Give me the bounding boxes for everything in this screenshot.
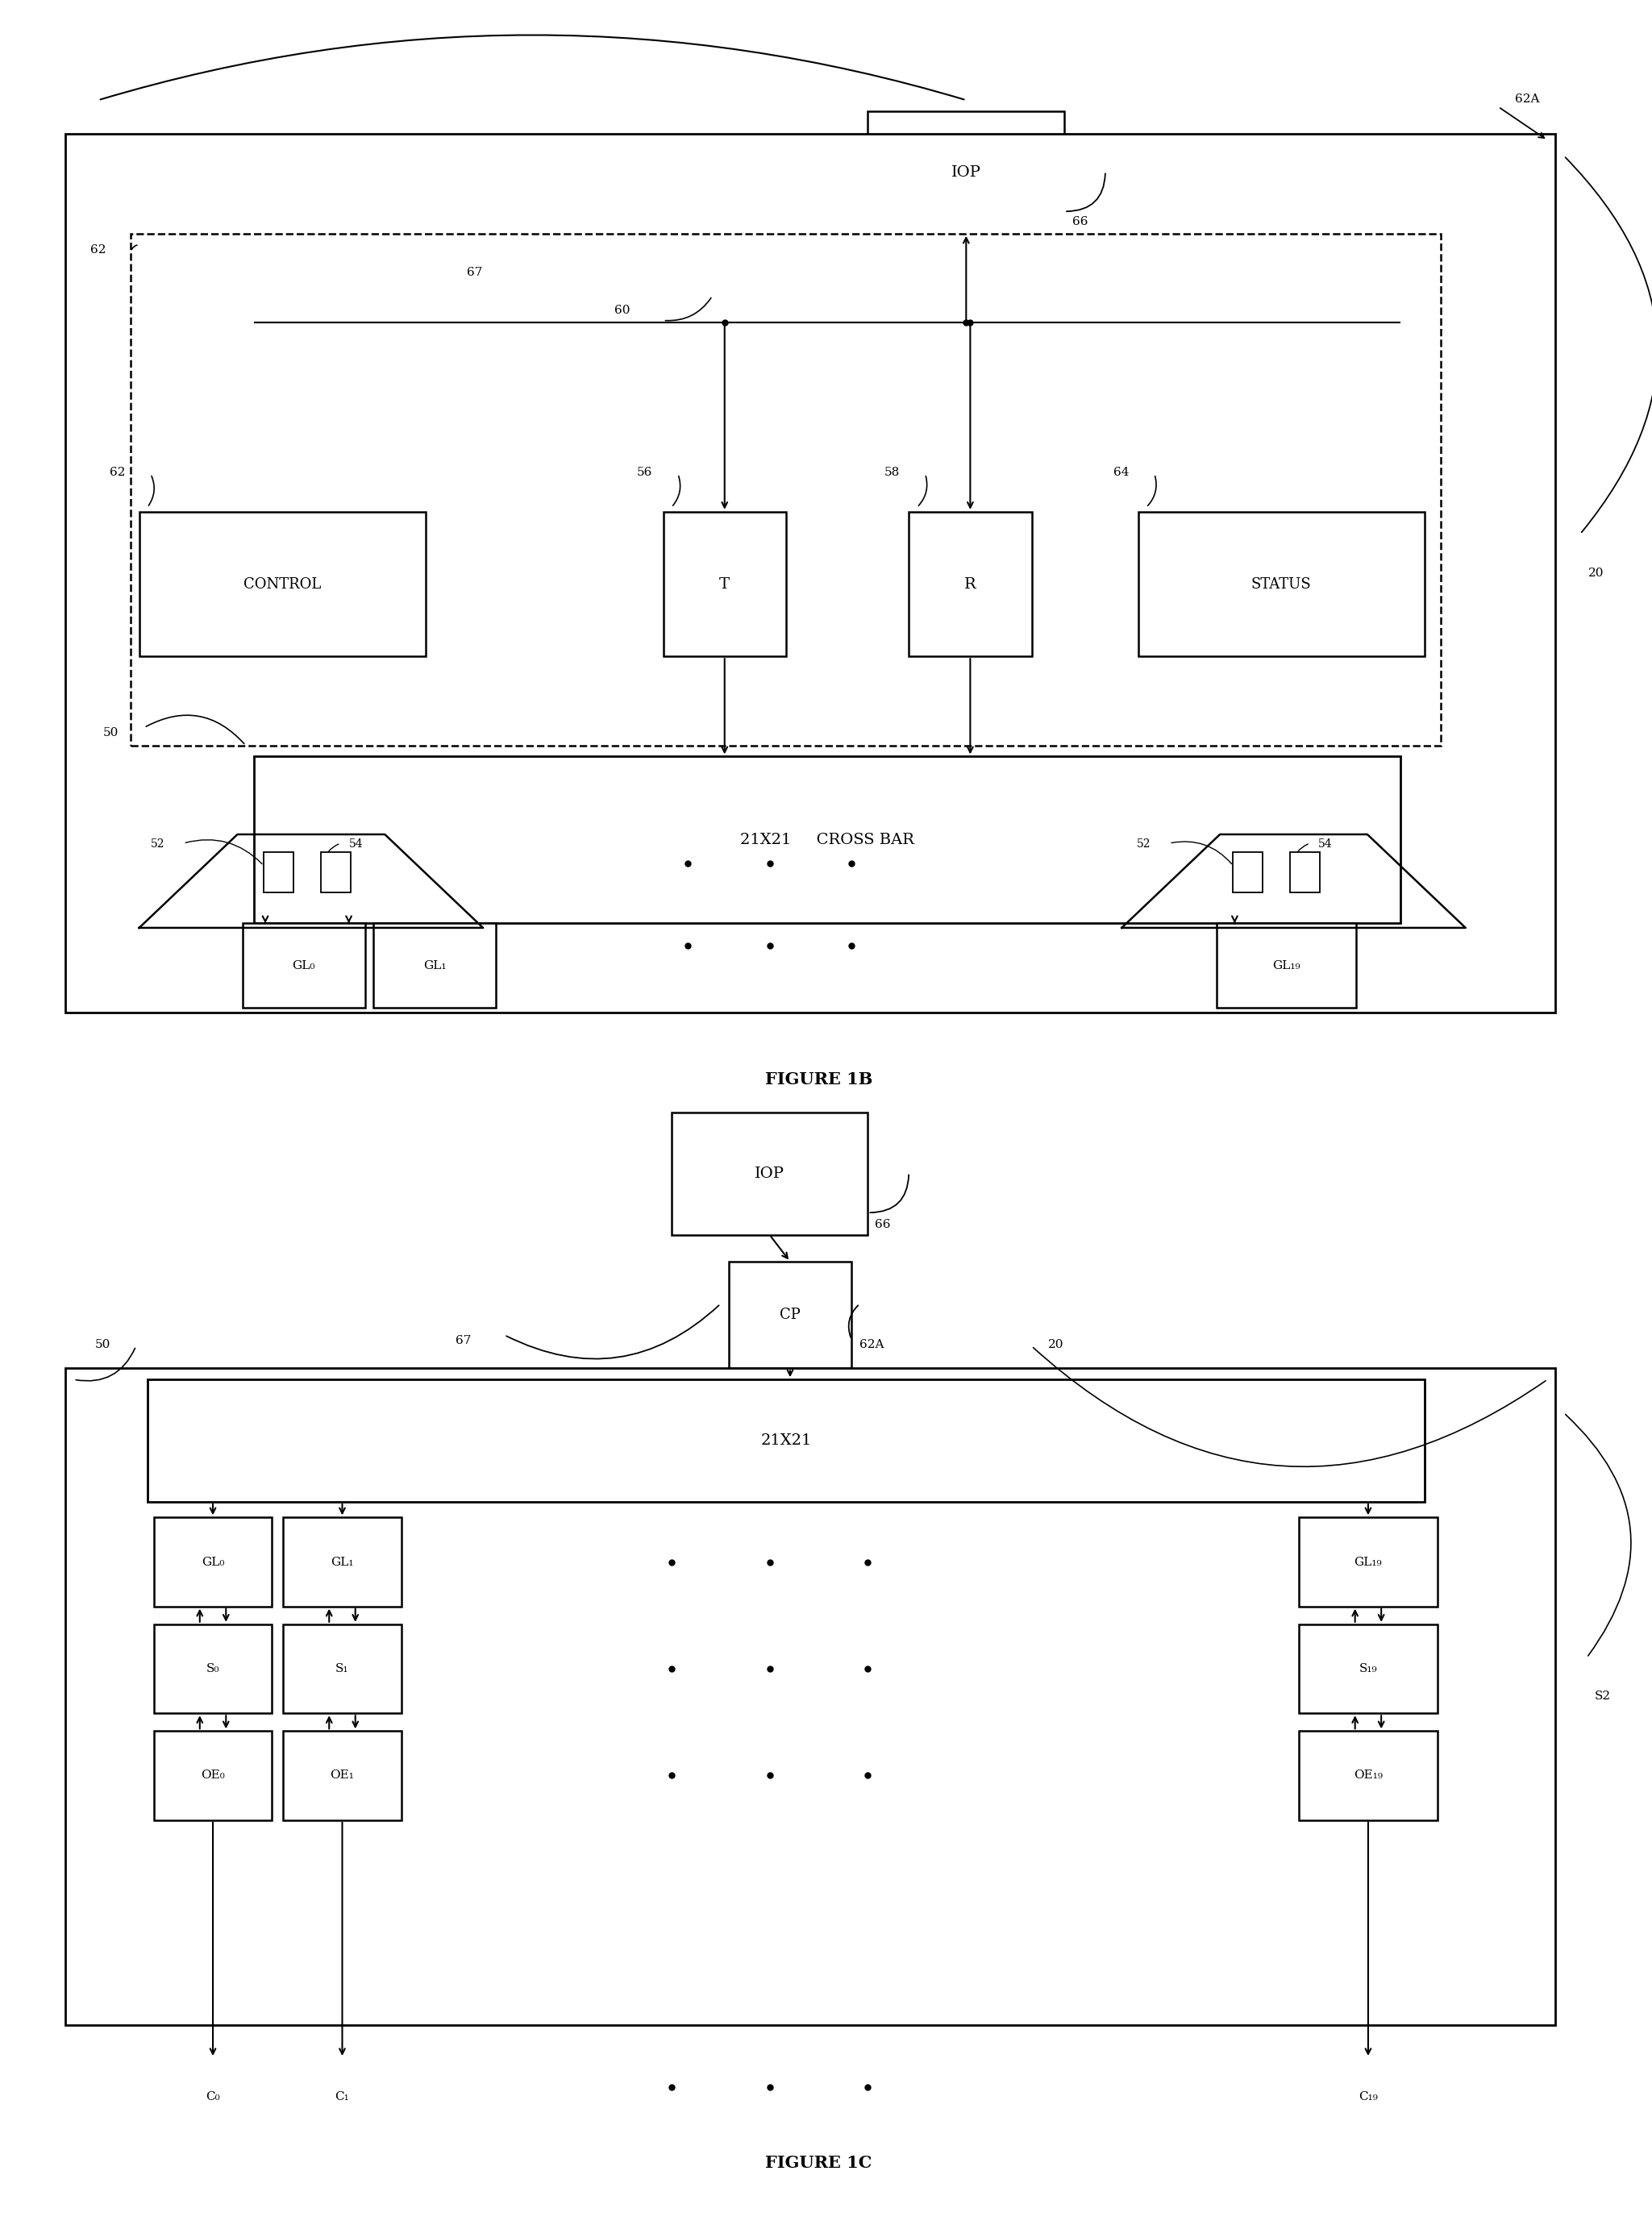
Bar: [66, 1368, 1556, 2025]
Bar: [131, 234, 1441, 745]
Text: OE₀: OE₀: [202, 1769, 225, 1782]
Text: S₁: S₁: [335, 1662, 349, 1675]
Text: CONTROL: CONTROL: [244, 576, 320, 592]
Text: 52: 52: [150, 839, 165, 850]
Bar: [243, 923, 365, 1008]
Text: C₁: C₁: [335, 2092, 349, 2103]
Text: 67: 67: [468, 267, 482, 278]
Bar: [373, 923, 496, 1008]
Text: 62: 62: [91, 245, 106, 256]
Bar: [909, 512, 1031, 656]
Text: GL₁₉: GL₁₉: [1272, 959, 1300, 972]
Bar: [154, 1731, 273, 1820]
Bar: [662, 512, 786, 656]
Text: R: R: [965, 576, 976, 592]
Text: IOP: IOP: [755, 1166, 785, 1181]
Text: 66: 66: [1072, 216, 1089, 227]
Text: GL₁: GL₁: [330, 1555, 354, 1569]
Bar: [139, 512, 426, 656]
Bar: [154, 1624, 273, 1713]
Bar: [1298, 1624, 1437, 1713]
Bar: [1290, 852, 1320, 892]
Bar: [282, 1624, 401, 1713]
Bar: [1216, 923, 1356, 1008]
Bar: [282, 1517, 401, 1606]
Bar: [671, 1112, 867, 1235]
Bar: [264, 852, 292, 892]
Text: C₁₉: C₁₉: [1358, 2092, 1378, 2103]
Text: 20: 20: [1588, 567, 1604, 579]
Text: S2: S2: [1594, 1691, 1611, 1702]
Text: OE₁: OE₁: [330, 1769, 354, 1782]
Text: GL₁: GL₁: [423, 959, 446, 972]
Text: GL₁₉: GL₁₉: [1355, 1555, 1383, 1569]
Text: GL₀: GL₀: [202, 1555, 225, 1569]
Text: 50: 50: [102, 728, 119, 739]
Bar: [1298, 1731, 1437, 1820]
Bar: [867, 111, 1064, 234]
Text: 56: 56: [638, 467, 653, 478]
Text: 66: 66: [874, 1219, 890, 1230]
Text: IOP: IOP: [952, 165, 981, 180]
Text: C₀: C₀: [206, 2092, 220, 2103]
Text: OE₁₉: OE₁₉: [1353, 1769, 1383, 1782]
Text: GL₀: GL₀: [292, 959, 316, 972]
Text: FIGURE 1B: FIGURE 1B: [765, 1070, 872, 1088]
Text: STATUS: STATUS: [1251, 576, 1312, 592]
Text: 62: 62: [109, 467, 126, 478]
Text: 62A: 62A: [859, 1339, 884, 1351]
Text: S₀: S₀: [206, 1662, 220, 1675]
Bar: [1232, 852, 1262, 892]
Text: 20: 20: [1047, 1339, 1064, 1351]
Bar: [147, 1380, 1424, 1502]
Text: 50: 50: [94, 1339, 111, 1351]
Text: 21X21     CROSS BAR: 21X21 CROSS BAR: [740, 832, 914, 848]
Bar: [254, 757, 1401, 923]
Text: FIGURE 1C: FIGURE 1C: [765, 2154, 872, 2172]
Bar: [282, 1731, 401, 1820]
Text: T: T: [719, 576, 730, 592]
Bar: [1298, 1517, 1437, 1606]
Bar: [729, 1262, 851, 1368]
Text: S₁₉: S₁₉: [1360, 1662, 1378, 1675]
Text: 52: 52: [1137, 839, 1150, 850]
Text: 67: 67: [456, 1335, 471, 1346]
Bar: [154, 1517, 273, 1606]
Text: 54: 54: [349, 839, 363, 850]
Text: 62A: 62A: [1515, 93, 1540, 105]
Bar: [1138, 512, 1424, 656]
Text: 21X21: 21X21: [760, 1433, 811, 1448]
Bar: [320, 852, 350, 892]
Text: 64: 64: [1113, 467, 1130, 478]
Text: 60: 60: [615, 305, 629, 316]
Text: CP: CP: [780, 1308, 801, 1322]
Bar: [66, 134, 1556, 1012]
Text: 54: 54: [1318, 839, 1333, 850]
Text: 58: 58: [884, 467, 900, 478]
